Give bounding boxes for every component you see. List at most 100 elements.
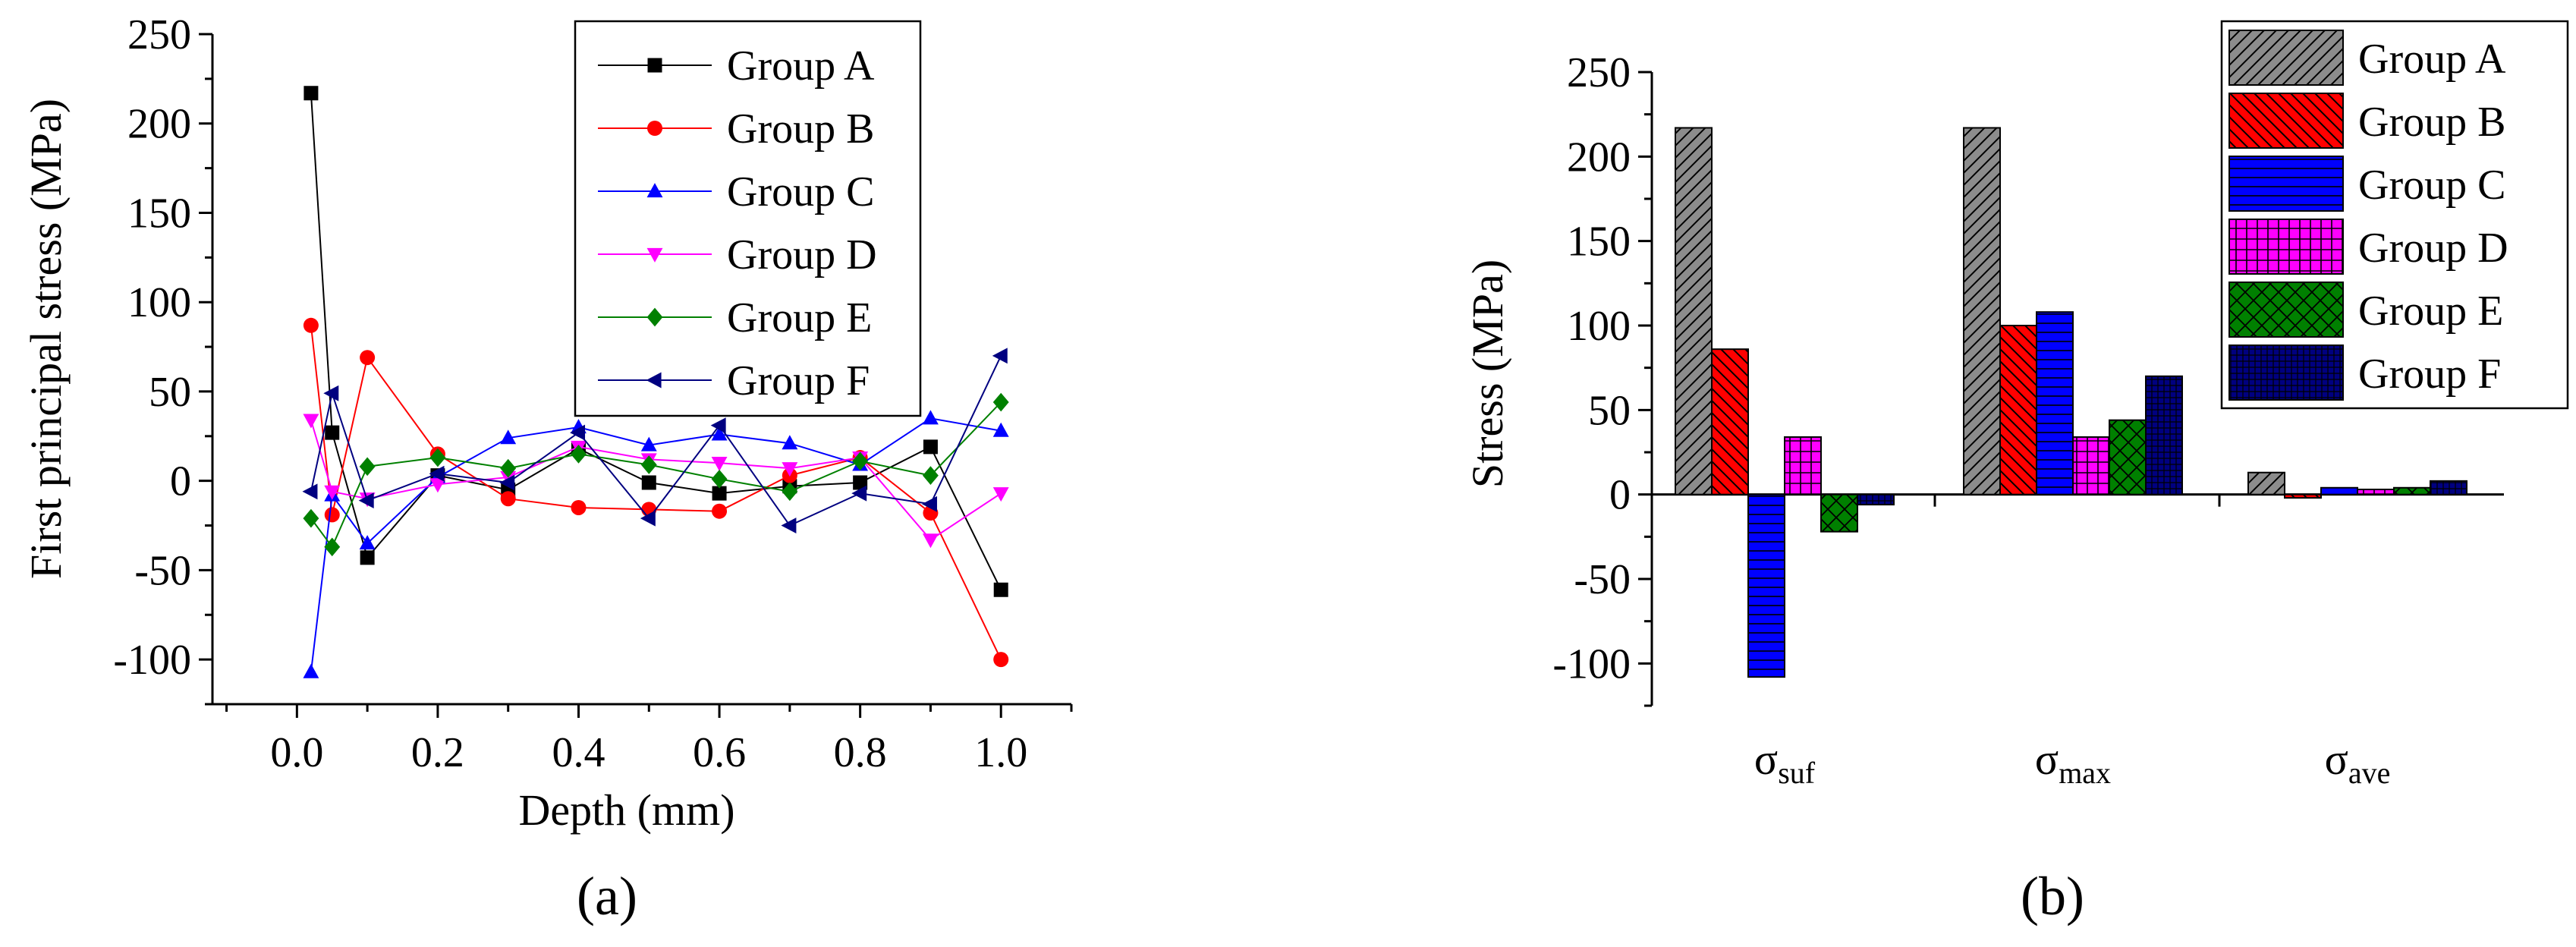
y-tick-label: 100 [1567,303,1631,350]
data-point [429,478,446,493]
legend-label: Group C [727,168,874,216]
legend-marker [646,183,663,198]
data-point [324,537,341,557]
legend-label: Group F [2358,351,2501,398]
data-point [359,535,376,550]
legend-label: Group C [2358,162,2505,209]
legend-swatch [2228,156,2344,212]
data-point [325,425,340,440]
data-point [992,348,1008,364]
data-point [922,410,939,425]
bar [1784,436,1822,496]
bar [2430,480,2467,496]
data-point [852,451,869,471]
x-tick-label: 0.8 [834,729,887,776]
x-tick-label: 0.6 [693,729,746,776]
bar [1963,127,2001,496]
legend-label: Group D [727,231,877,278]
bar [2320,486,2358,496]
bar [2145,375,2183,496]
y-tick-label: -50 [1574,556,1631,603]
y-axis-label: Stress (MPa) [1463,260,1512,488]
data-point [303,663,319,678]
category-label: σmax [2035,735,2111,790]
series-line [310,417,1002,672]
y-tick-label: 200 [1567,134,1631,181]
y-tick-label: 50 [149,369,191,416]
data-point [922,533,939,549]
legend-swatch [2228,30,2344,86]
bar [2036,311,2074,496]
data-point [360,350,376,366]
legend-marker [647,58,662,73]
data-point [359,457,376,477]
series-line [310,355,1002,527]
legend-swatch [2228,219,2344,275]
data-point [711,426,728,441]
data-point [429,448,446,467]
bar [1747,493,1785,678]
data-point [304,86,319,101]
y-tick-label: 100 [127,279,191,326]
data-point [303,414,319,429]
data-point [303,508,319,528]
data-point [781,518,797,533]
bar [2072,436,2110,496]
legend-label: Group E [727,294,872,341]
data-point [302,483,318,500]
legend-label: Group D [2358,225,2508,272]
data-point [992,392,1009,412]
data-point [710,417,726,434]
legend-label: Group A [2358,36,2506,83]
x-tick-label: 0.2 [411,729,464,776]
legend-label: Group F [727,357,870,404]
data-point [782,482,798,502]
data-point [324,485,341,500]
data-point [851,485,867,502]
legend-label: Group B [727,105,874,153]
legend-swatch [2228,93,2344,149]
data-point [500,429,517,445]
y-tick-label: 0 [1609,472,1631,519]
data-point [923,439,938,455]
bar [1820,493,1858,533]
legend-label: Group E [2358,288,2503,335]
data-point [712,486,727,501]
y-tick-label: 250 [1567,49,1631,96]
y-axis-label: First principal stress (MPa) [21,99,71,579]
data-point [570,424,586,441]
category-label: σsuf [1754,735,1816,790]
data-point [712,503,728,519]
legend-swatch [2228,282,2344,338]
data-point [571,444,587,464]
data-point [324,507,340,523]
line-chart-panel: 250 200 150 100 50 0 -50 -100 0.0 0.2 0.4 0.6 0.8 1.0… [21,11,1073,927]
x-tick-label: 0.0 [270,729,323,776]
data-point [303,317,319,333]
data-point [993,652,1009,668]
data-point [922,496,937,512]
legend-marker [647,121,662,136]
data-point [323,385,339,401]
data-point [499,474,515,491]
data-point [711,457,728,472]
panel-label: (a) [577,866,637,927]
data-point [922,466,939,485]
data-point [782,462,798,477]
y-tick-label: -50 [134,547,191,594]
data-point [640,436,657,451]
series-line [310,93,1002,590]
data-point [782,435,798,450]
data-point [640,455,657,474]
bar [1857,493,1895,506]
bar [2109,419,2147,496]
panel-label: (b) [2021,866,2084,927]
y-tick-label: 200 [127,101,191,148]
x-axis-label: Depth (mm) [518,785,734,835]
y-tick-label: -100 [1552,640,1631,687]
legend-box [574,20,922,417]
series-line [310,420,1002,541]
y-tick-label: 150 [127,190,191,237]
y-tick-label: 250 [127,11,191,58]
